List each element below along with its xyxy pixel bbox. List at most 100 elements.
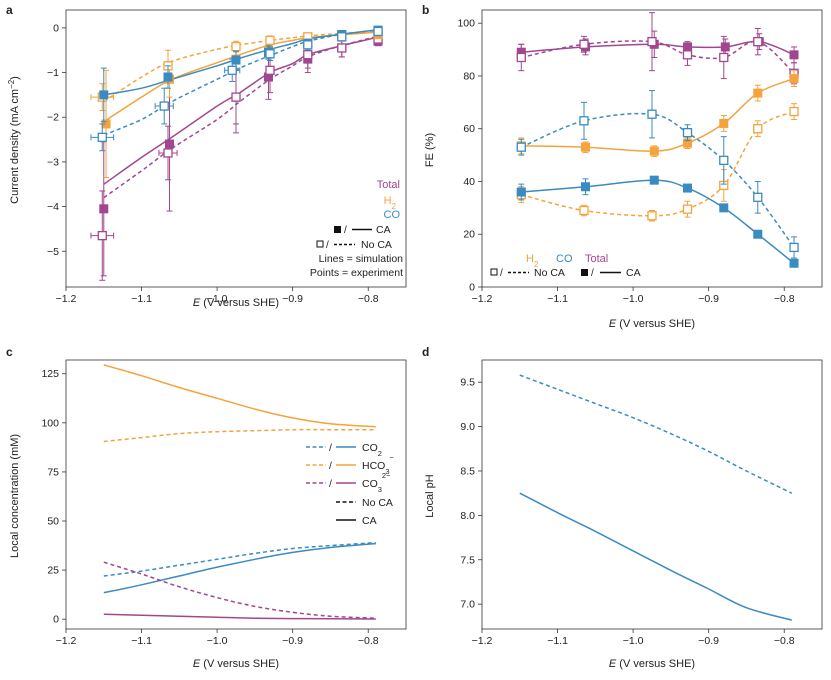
legend-b-total: Total [585,253,608,265]
x-tick-label: −0.9 [282,293,303,305]
legend-a-h2-sub: 2 [392,202,397,211]
y-tick-label: 125 [41,368,59,380]
data-point-co-noca [789,242,799,253]
series-line-co-ca [519,492,792,621]
panel-c-axes: −1.2 −1.1 −1.0 −0.9 −0.8 0 25 50 75 100 125 [41,359,407,647]
data-point-total-noca [682,50,693,60]
x-tick-label: −1.1 [131,293,152,305]
panel-d: −1.2 −1.1 −1.0 −0.9 −0.8 7.0 7.5 8.0 8.5 9.0 9.5 E… [424,359,823,670]
legend-c-hco3: HCO3− [362,453,395,476]
panel-c: −1.2 −1.1 −1.0 −0.9 −0.8 0 25 50 75 100 125 / CO2 … [9,359,407,670]
y-tick-label: −3 [47,156,59,168]
panel-a-marks [90,25,383,281]
x-tick-label: −1.2 [56,293,77,305]
legend-c-co3-sub: 3 [378,485,382,494]
data-point-total-noca [265,65,275,75]
legend-c-co3-slash: / [329,478,332,490]
y-tick-label: −5 [47,246,59,258]
legend-a-h2: H2 [384,195,397,211]
x-tick-label: −1.0 [207,635,228,647]
legend-b-noca-slash: / [500,268,503,279]
y-tick-label: 7.0 [460,599,475,611]
data-point-total-ca [165,139,175,149]
panel-a-ylabel-end: ) [9,76,21,80]
legend-c-ca: CA [362,515,377,527]
panel-b-legend: H2 CO Total / No CA / CA [490,253,641,279]
data-point-co-ca [719,203,729,213]
series-line-h2-ca [103,364,376,428]
panel-b: −1.2 −1.1 −1.0 −0.9 −0.8 0 20 40 60 80 100 H2 CO T… [424,9,823,330]
panel-d-xlabel: E (V versus SHE) [609,658,695,670]
panel-a-frame [65,9,407,288]
legend-a-points: Points = experiment [310,267,403,279]
x-tick-label: −0.9 [282,635,303,647]
legend-b-h2: H2 [526,253,539,269]
y-tick-label: 0 [53,22,59,34]
x-tick-label: −0.8 [774,635,795,647]
x-tick-label: −1.2 [472,293,493,305]
data-point-co-noca [337,32,347,42]
data-point-total-ca [720,42,730,52]
x-tick-label: −1.0 [207,293,228,305]
series-line-co-ca [103,542,376,594]
data-point-h2-noca [579,205,589,216]
data-point-h2-ca [581,142,591,152]
legend-b-noca-marker [490,268,498,276]
legend-a-total: Total [377,179,400,191]
panel-b-marks [516,12,799,268]
series-line-h2-noca [103,30,376,103]
legend-b-ca-slash: / [591,268,594,279]
data-point-h2-noca [647,211,657,221]
data-point-h2-noca [753,124,763,134]
data-point-h2-ca [719,118,729,128]
data-point-h2-noca [682,204,693,214]
x-tick-label: −1.0 [623,635,644,647]
legend-c-hco3-sub: 3 [385,467,389,476]
x-tick-label: −1.0 [623,293,644,305]
panel-c-frame [65,359,407,630]
legend-c-co2-text: CO [362,442,378,454]
legend-b-co: CO [556,253,573,265]
y-tick-label: 25 [47,565,59,577]
series-line-total-noca [103,561,376,619]
y-tick-label: −4 [47,201,59,213]
legend-a-co: CO [384,209,401,221]
panel-a-legend: Total H2 CO / CA / No CA Lines = simulat… [310,179,403,279]
panel-d-series-group [519,374,793,621]
legend-c-co2-sub: 2 [378,449,382,458]
data-point-co-ca [231,55,241,65]
y-tick-label: −1 [47,67,59,79]
x-tick-label: −0.8 [358,635,379,647]
legend-c-co3-sup: 2− [382,471,391,480]
panel-c-series-group [103,364,376,620]
panel-c-legend: / CO2 / HCO3− / CO32− No CA CA [306,442,395,527]
panel-d-axes: −1.2 −1.1 −1.0 −0.9 −0.8 7.0 7.5 8.0 8.5 9.0 9.5 [460,359,823,647]
y-tick-label: 100 [457,18,475,30]
data-point-h2-ca [649,146,659,156]
x-tick-label: −0.9 [698,293,719,305]
x-tick-label: −0.9 [698,635,719,647]
series-line-total-ca [103,36,376,185]
data-point-co-noca [753,192,763,202]
data-point-co-noca [303,40,313,50]
panel-a-axes: −1.2 −1.1 −1.0 −0.9 −0.8 0 −1 −2 −3 −4 −5 [47,9,407,305]
data-point-co-noca [97,132,107,142]
series-line-co-noca [103,541,376,577]
y-tick-label: 20 [463,229,475,241]
legend-a-lines: Lines = simulation [319,253,403,265]
data-point-h2-noca [231,41,241,52]
legend-c-co2-slash: / [329,442,332,454]
legend-a-noca: No CA [361,239,392,251]
y-tick-label: 50 [47,516,59,528]
y-tick-label: 0 [469,282,475,294]
panel-b-frame [481,9,823,288]
data-point-co-noca [265,49,275,59]
panel-b-ylabel: FE (%) [424,133,436,167]
panel-letter-d: d [422,345,429,359]
data-point-h2-ca [753,88,763,98]
data-point-total-noca [516,52,526,63]
data-point-co-ca [789,258,799,268]
data-point-total-noca [579,39,589,49]
legend-a-noca-slash: / [326,240,329,251]
